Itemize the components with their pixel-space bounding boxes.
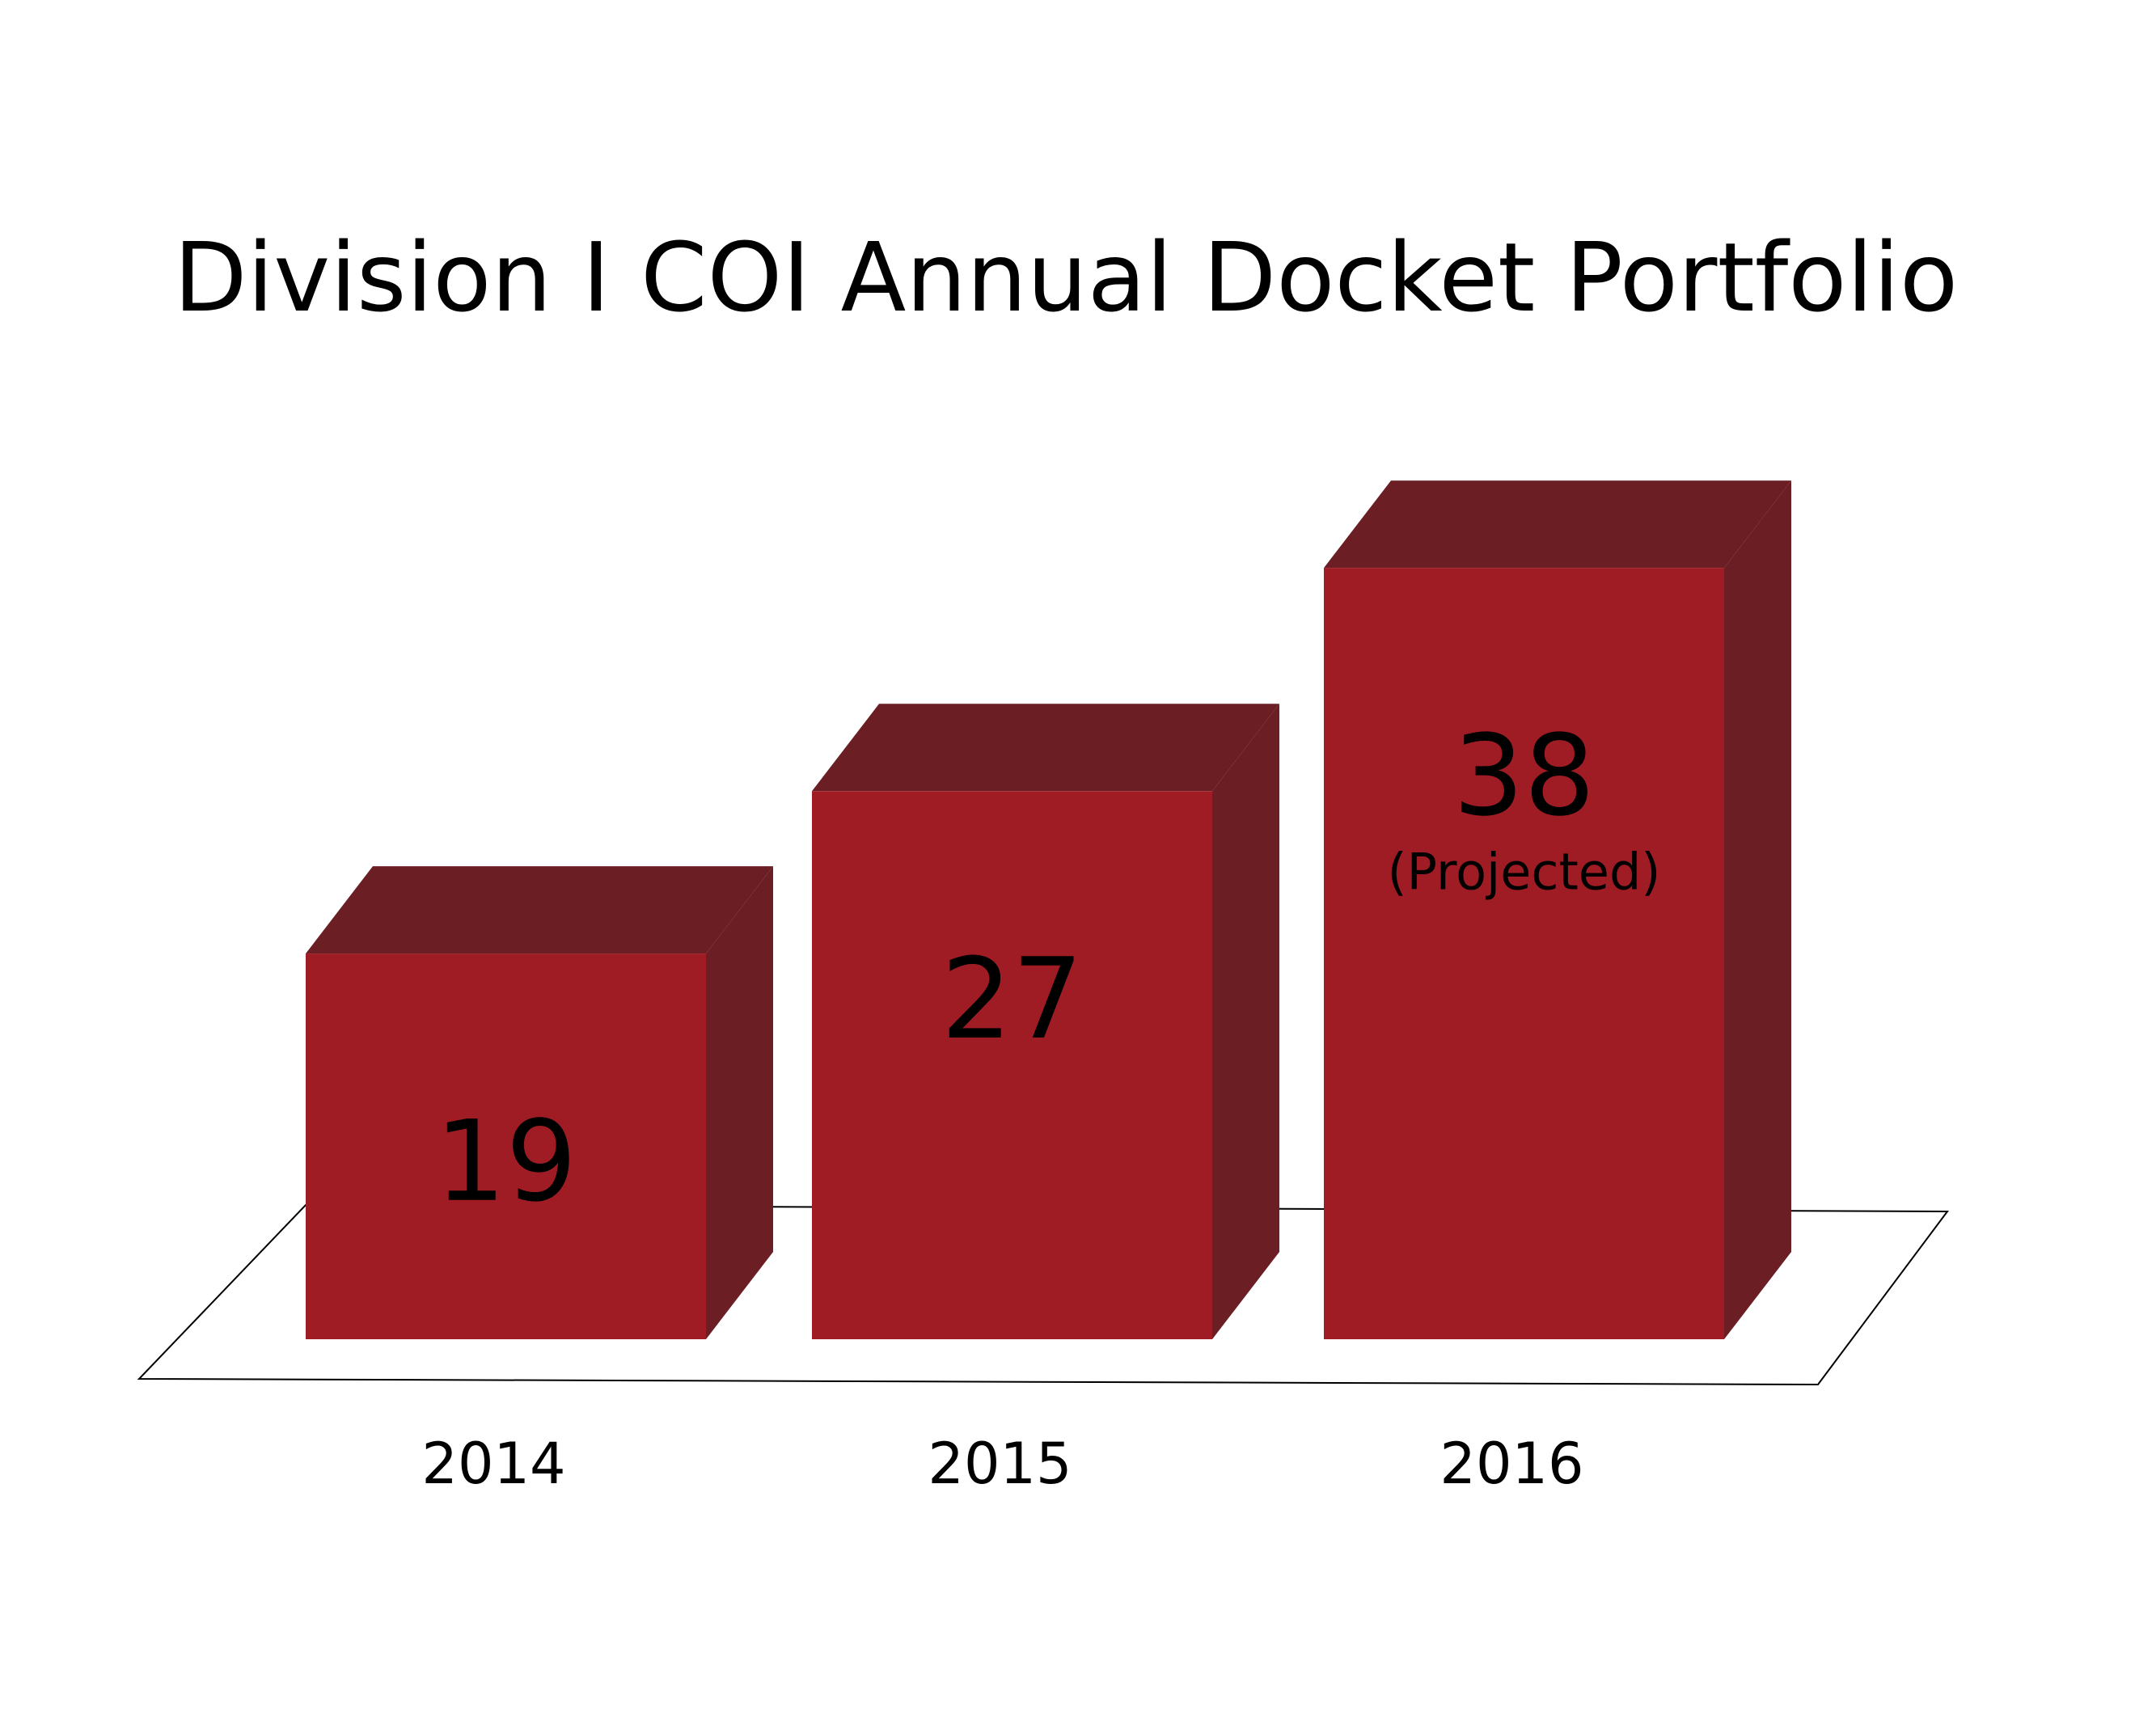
bar-side — [706, 866, 773, 1339]
bar — [306, 953, 706, 1339]
bar-side — [1724, 480, 1791, 1340]
bar — [812, 791, 1212, 1339]
value-note: (Projected) — [1387, 842, 1660, 901]
x-tick-label: 2016 — [1439, 1431, 1583, 1497]
value-label: 27 — [941, 934, 1084, 1064]
x-tick-label: 2015 — [928, 1431, 1072, 1497]
value-label: 19 — [435, 1097, 577, 1227]
bar-top — [306, 866, 773, 954]
bar-top — [812, 704, 1279, 792]
chart-title: Division I COI Annual Docket Portfolio — [174, 222, 1958, 333]
value-label: 38 — [1453, 711, 1596, 841]
bar-side — [1212, 704, 1279, 1339]
x-tick-label: 2014 — [421, 1431, 565, 1497]
bar — [1324, 568, 1724, 1339]
bar-top — [1324, 480, 1791, 569]
